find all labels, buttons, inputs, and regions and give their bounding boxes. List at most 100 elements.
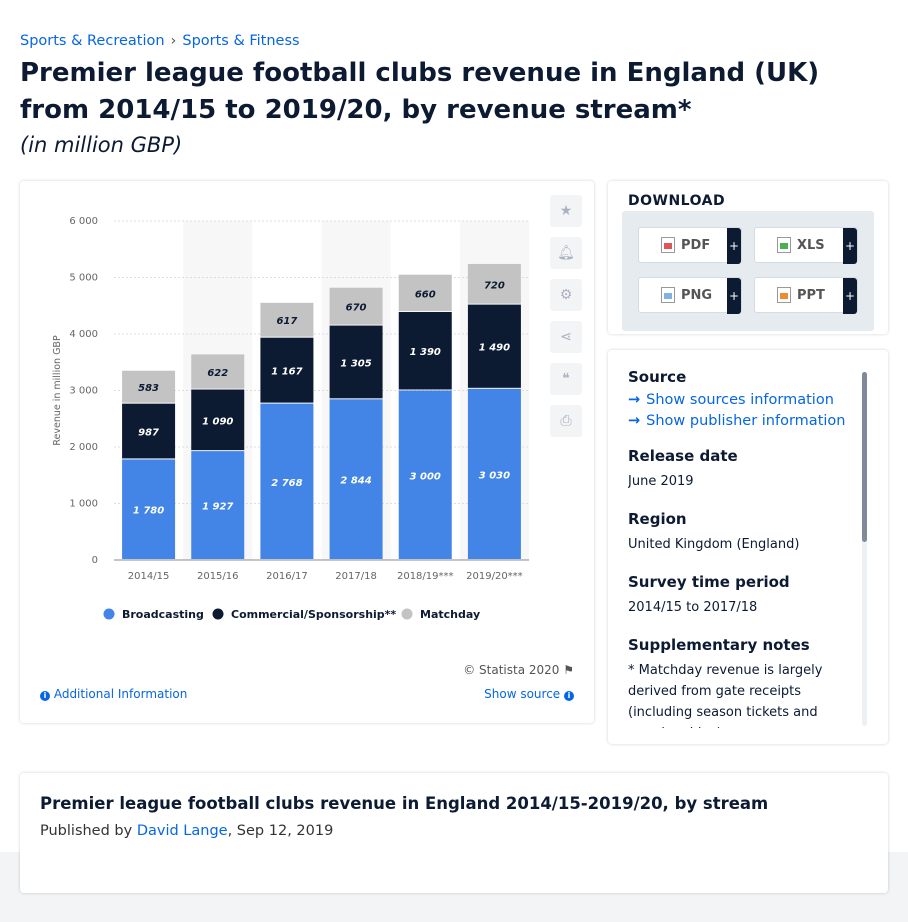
y-tick-label: 4 000 [69,329,98,340]
bar-segment[interactable] [260,302,314,337]
bar-segment[interactable] [467,388,521,559]
plus-icon: + [727,278,741,314]
details-scrollbar[interactable] [862,372,867,726]
show-publisher-label: Show publisher information [646,413,846,429]
bar-segment[interactable] [191,354,245,389]
publication-card: Premier league football clubs revenue in… [20,773,888,893]
legend-marker [212,608,224,620]
bar-segment[interactable] [467,304,521,388]
settings-gear-icon[interactable]: ⚙ [550,279,582,311]
show-publisher-link[interactable]: → Show publisher information [628,413,858,429]
bar-segment[interactable] [260,403,314,559]
additional-information-link[interactable]: i Additional Information [40,687,187,701]
x-tick-label: 2017/18 [335,571,377,582]
data-label: 2 768 [271,478,302,489]
breadcrumb-sports-recreation[interactable]: Sports & Recreation [20,33,165,49]
data-label: 1 390 [410,347,441,358]
x-tick-label: 2014/15 [128,571,170,582]
data-label: 3 000 [410,471,441,482]
download-ppt-label: PPT [797,287,825,303]
data-label: 583 [138,383,159,394]
bar-segment[interactable] [122,370,176,403]
xls-file-icon [777,237,791,253]
x-tick-label: 2019/20*** [466,571,523,582]
bar-segment[interactable] [122,459,176,559]
notification-bell-icon[interactable]: 🔔︎ [550,237,582,269]
y-tick-label: 5 000 [69,273,98,284]
data-label: 1 927 [202,502,233,513]
download-png-label: PNG [681,287,713,303]
legend-item[interactable]: Broadcasting [103,608,204,621]
data-label: 3 030 [479,470,510,481]
y-tick-label: 3 000 [69,386,98,397]
data-label: 1 305 [340,358,371,369]
plus-icon: + [843,278,857,314]
chart-toolbar: ★ 🔔︎ ⚙ ⋖ ❝ ⎙ [550,195,582,447]
y-tick-label: 1 000 [69,499,98,510]
bar-segment[interactable] [191,389,245,451]
arrow-right-icon: → [628,413,641,429]
y-tick-label: 0 [92,555,98,566]
x-tick-label: 2015/16 [197,571,239,582]
x-tick-label: 2018/19*** [397,571,454,582]
show-sources-link[interactable]: → Show sources information [628,392,858,408]
share-icon[interactable]: ⋖ [550,321,582,353]
bar-segment[interactable] [329,399,383,559]
ppt-file-icon [777,287,791,303]
stacked-bar-chart: 0 1 000 2 000 3 000 4 000 5 000 6 000 Revenue i… [52,216,529,621]
show-source-link[interactable]: Show source i [484,687,574,701]
data-label: 1 090 [202,416,233,427]
breadcrumb-sports-fitness[interactable]: Sports & Fitness [182,33,300,49]
details-scroll-area[interactable]: Source → Show sources information → Show p… [628,368,858,728]
legend-item[interactable]: Commercial/Sponsorship** [212,608,397,621]
show-sources-label: Show sources information [646,392,834,408]
bar-segment[interactable] [260,337,314,403]
data-label: 2 844 [340,476,371,487]
published-by-label: Published by [40,823,133,839]
additional-information-label: Additional Information [53,687,188,701]
data-label: 987 [138,428,159,439]
show-source-label: Show source [484,687,561,701]
bar-segment[interactable] [191,451,245,559]
release-date-heading: Release date [628,447,738,465]
release-date-value: June 2019 [628,474,694,489]
author-link[interactable]: David Lange [136,823,228,839]
download-ppt-button[interactable]: PPT + [754,277,858,314]
y-tick-label: 6 000 [69,216,98,227]
download-xls-label: XLS [797,237,825,253]
chart-card: 0 1 000 2 000 3 000 4 000 5 000 6 000 Revenue i… [20,181,594,723]
download-pdf-button[interactable]: PDF + [638,227,742,264]
data-label: 720 [484,280,505,291]
source-heading: Source [628,368,687,386]
flag-icon[interactable]: ⚑ [563,663,574,677]
print-icon[interactable]: ⎙ [550,405,582,437]
bar-segment[interactable] [398,390,452,560]
scrollbar-thumb[interactable] [862,372,867,542]
plus-icon: + [843,228,857,264]
plus-icon: + [727,228,741,264]
data-label: 670 [346,303,367,314]
download-xls-button[interactable]: XLS + [754,227,858,264]
download-png-button[interactable]: PNG + [638,277,742,314]
quote-icon[interactable]: ❝ [550,363,582,395]
copyright-text: © Statista 2020 [463,663,560,677]
bar-segment[interactable] [122,403,176,459]
bar-segment[interactable] [398,311,452,390]
bar-segment[interactable] [467,263,521,304]
publication-date: , Sep 12, 2019 [227,823,334,839]
pdf-file-icon [661,237,675,253]
download-title: DOWNLOAD [628,193,726,209]
legend-item[interactable]: Matchday [401,608,481,621]
arrow-right-icon: → [628,392,641,408]
bar-segment[interactable] [398,274,452,311]
statistic-details-card: Source → Show sources information → Show p… [608,350,888,744]
data-label: 660 [415,289,436,300]
data-label: 622 [207,368,228,379]
breadcrumb-separator: › [170,33,177,49]
bar-segment[interactable] [329,287,383,325]
favorite-star-icon[interactable]: ★ [550,195,582,227]
bar-segment[interactable] [329,325,383,399]
download-card: DOWNLOAD PDF + XLS + PNG + PPT + [608,181,888,334]
legend-marker [401,608,413,620]
y-tick-label: 2 000 [69,442,98,453]
